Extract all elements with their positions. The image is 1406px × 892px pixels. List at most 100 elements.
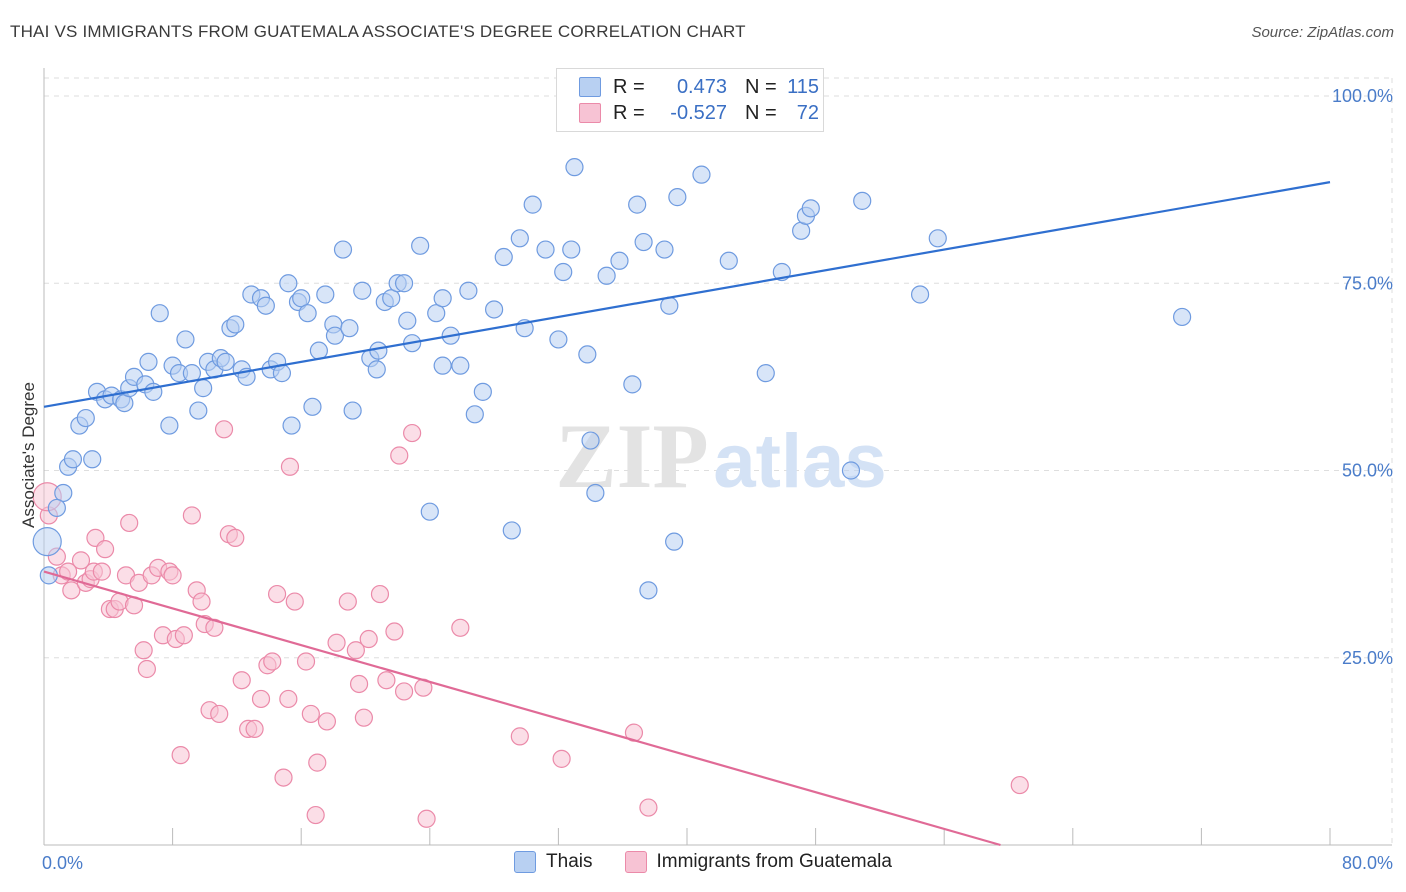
thai-point: [340, 319, 359, 338]
thais-legend-label: Thais: [546, 851, 593, 872]
thai-point: [216, 352, 235, 371]
guatemala-point: [134, 641, 153, 660]
guatemala-point: [245, 719, 264, 739]
guatemala-points: [32, 420, 1029, 828]
guatemala-point: [306, 805, 325, 825]
guatemala-point: [137, 659, 156, 679]
guatemala-point: [370, 584, 390, 604]
thai-point: [853, 191, 872, 210]
thai-point: [282, 416, 301, 435]
thai-point: [660, 296, 679, 315]
guatemala-trend-line: [43, 570, 1001, 847]
thai-point: [536, 240, 555, 259]
y-tick-label: 75.0%: [1342, 273, 1393, 293]
guatemala-point: [120, 513, 139, 533]
guatemala-r-value: -0.527: [670, 101, 727, 124]
thai-point: [427, 304, 446, 323]
thai-point: [639, 581, 658, 600]
legend-row-guatemala: R = -0.527 N = 72: [579, 100, 819, 126]
thai-point: [382, 289, 401, 308]
guatemala-point: [251, 689, 271, 709]
guatemala-point: [71, 551, 91, 570]
legend-item-guatemala[interactable]: Immigrants from Guatemala: [624, 851, 892, 873]
thai-point: [719, 251, 738, 270]
guatemala-point: [232, 671, 251, 690]
guatemala-point: [354, 708, 373, 727]
watermark-atlas: atlas: [713, 419, 886, 504]
thai-point: [76, 408, 95, 428]
thai-swatch: [579, 77, 601, 97]
thai-point: [433, 289, 452, 308]
guatemala-point: [417, 809, 436, 828]
guatemala-point: [327, 633, 346, 652]
thai-trend-line: [43, 181, 1331, 408]
thai-point: [160, 416, 179, 435]
guatemala-point: [552, 749, 571, 768]
guatemala-point: [346, 641, 365, 660]
thai-point: [554, 262, 573, 282]
tick-labels: 25.0% 50.0% 75.0% 100.0% 0.0% 80.0%: [42, 86, 1393, 873]
guatemala-point: [267, 584, 287, 604]
thai-point: [194, 379, 213, 398]
thai-point: [353, 281, 372, 300]
thai-point: [549, 330, 568, 349]
watermark-zip: ZIP: [555, 405, 708, 507]
thai-point: [634, 232, 653, 252]
chart-title: THAI VS IMMIGRANTS FROM GUATEMALA ASSOCI…: [10, 22, 746, 41]
guatemala-point: [171, 746, 190, 765]
guatemala-point: [279, 689, 298, 709]
thai-point: [502, 521, 521, 540]
thai-point: [316, 285, 335, 304]
y-tick-label: 25.0%: [1342, 648, 1393, 668]
thai-point: [309, 341, 328, 360]
thai-point: [451, 356, 470, 375]
thai-point: [586, 483, 605, 503]
thai-point: [256, 296, 275, 315]
y-tick-label: 100.0%: [1332, 86, 1393, 106]
guatemala-point: [214, 420, 234, 439]
thai-point: [801, 199, 820, 218]
thai-point: [303, 397, 322, 416]
legend-item-thais[interactable]: Thais: [514, 851, 593, 873]
guatemala-point: [296, 652, 316, 671]
guatemala-point: [210, 704, 229, 724]
thai-point: [1173, 307, 1192, 327]
thai-point: [394, 274, 414, 293]
guatemala-point: [390, 446, 409, 465]
guatemala-legend-swatch: [624, 851, 647, 873]
thai-point: [692, 165, 711, 184]
thai-point: [597, 266, 616, 285]
guatemala-point: [349, 674, 369, 694]
guatemala-n-value: 72: [796, 101, 819, 124]
thai-point: [581, 431, 600, 450]
thai-point: [756, 364, 775, 383]
guatemala-point: [394, 682, 414, 701]
legend-r-label: R =: [613, 101, 645, 124]
legend-n-label: N =: [745, 101, 777, 124]
thai-point: [565, 158, 584, 177]
guatemala-point: [377, 671, 396, 690]
thai-point: [465, 405, 484, 424]
x-tick-label: 80.0%: [1342, 853, 1393, 873]
thai-point: [83, 450, 102, 469]
guatemala-point: [403, 423, 422, 443]
guatemala-point: [226, 528, 245, 548]
guatemala-legend-label: Immigrants from Guatemala: [656, 851, 892, 872]
thai-point: [928, 229, 947, 248]
thai-point: [115, 393, 134, 413]
guatemala-point: [317, 712, 337, 731]
thai-point: [47, 498, 66, 518]
guatemala-point: [451, 618, 470, 637]
grid-lines: [44, 77, 1393, 845]
thai-point: [298, 304, 317, 323]
thai-point: [433, 356, 452, 375]
guatemala-point: [62, 581, 81, 600]
guatemala-point: [510, 727, 529, 746]
thai-point: [150, 304, 169, 323]
thai-point: [523, 195, 542, 214]
thai-point: [189, 401, 208, 420]
thai-point: [226, 315, 245, 334]
guatemala-point: [639, 798, 658, 817]
axes: [43, 68, 1392, 846]
